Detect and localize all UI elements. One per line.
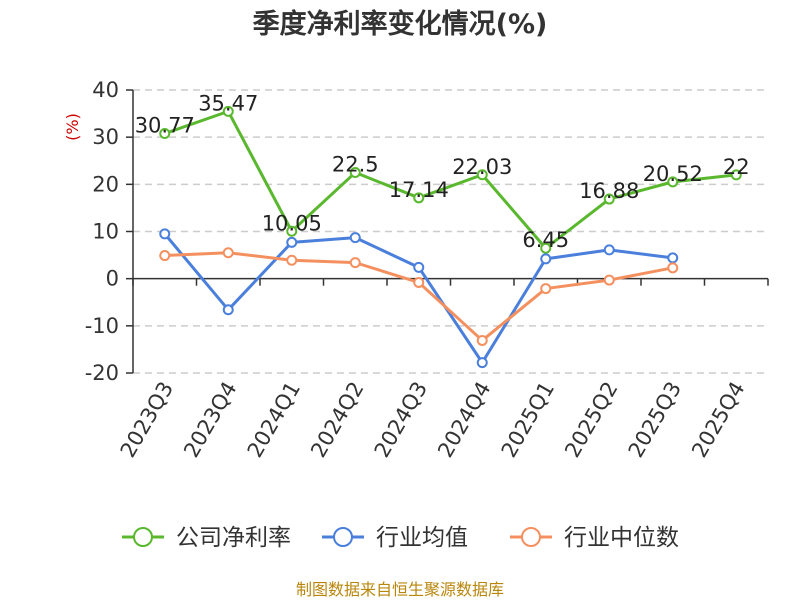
data-point [286,254,298,266]
data-point [159,128,171,140]
y-tick-label: 20 [92,172,119,196]
x-tick-label: 2023Q3 [116,378,178,462]
data-point [667,176,679,188]
y-tick-label: -10 [85,314,119,338]
legend-label: 行业均值 [376,525,468,551]
series-layer [159,105,742,369]
data-label: 22.5 [332,153,379,177]
legend-swatch-marker [521,527,541,547]
data-point [603,193,615,205]
data-point [349,167,361,179]
x-tick-label: 2025Q2 [560,378,622,462]
y-tick-label: 40 [92,78,119,102]
data-point [222,105,234,117]
data-point [349,257,361,269]
grid-layer [133,89,768,374]
data-point [476,334,488,346]
legend-label: 公司净利率 [176,525,291,551]
data-point [159,250,171,262]
data-point [540,242,552,254]
x-tick-label: 2025Q4 [687,378,749,462]
y-tick-label: 30 [92,125,119,149]
legend-label: 行业中位数 [564,525,679,551]
data-point [413,276,425,288]
data-point [413,192,425,204]
y-tick-label: -20 [85,361,119,385]
y-tick-label: 10 [92,220,119,244]
y-tick-label: 0 [106,267,119,291]
legend: 公司净利率 行业均值 行业中位数 [122,525,679,551]
data-label: 17.14 [389,178,449,202]
data-label: 6.45 [522,228,569,252]
series-line [164,109,737,250]
x-tick-label: 2024Q3 [370,378,432,462]
data-point [413,261,425,273]
y-axis-unit: (%) [63,113,82,141]
data-point [286,236,298,248]
data-label: 22.03 [452,155,512,179]
data-point [222,247,234,259]
data-point [540,253,552,265]
data-point [349,232,361,244]
data-label: 22 [723,155,750,179]
data-label: 10.05 [262,211,322,235]
data-point [730,169,742,181]
data-point [476,169,488,181]
x-tick-label: 2024Q1 [243,378,305,462]
data-point [667,252,679,264]
legend-swatch-marker [333,527,353,547]
data-point [159,228,171,240]
x-tick-label: 2025Q1 [497,378,559,462]
data-label: 35.47 [198,91,258,115]
x-tick-label: 2023Q4 [179,378,241,462]
data-point [222,304,234,316]
source-note: 制图数据来自恒生聚源数据库 [296,580,504,599]
x-tick-label: 2025Q3 [624,378,686,462]
data-point [476,357,488,369]
x-tick-label: 2024Q2 [306,378,368,462]
data-point [286,225,298,237]
data-label: 16.88 [579,179,639,203]
data-point [667,262,679,274]
legend-swatch-marker [133,527,153,547]
data-point [603,244,615,256]
data-point [603,274,615,286]
data-point [540,283,552,295]
data-label: 20.52 [643,162,703,186]
x-tick-label: 2024Q4 [433,378,495,462]
data-label: 30.77 [135,114,195,138]
chart-title: 季度净利率变化情况(%) [253,8,548,40]
